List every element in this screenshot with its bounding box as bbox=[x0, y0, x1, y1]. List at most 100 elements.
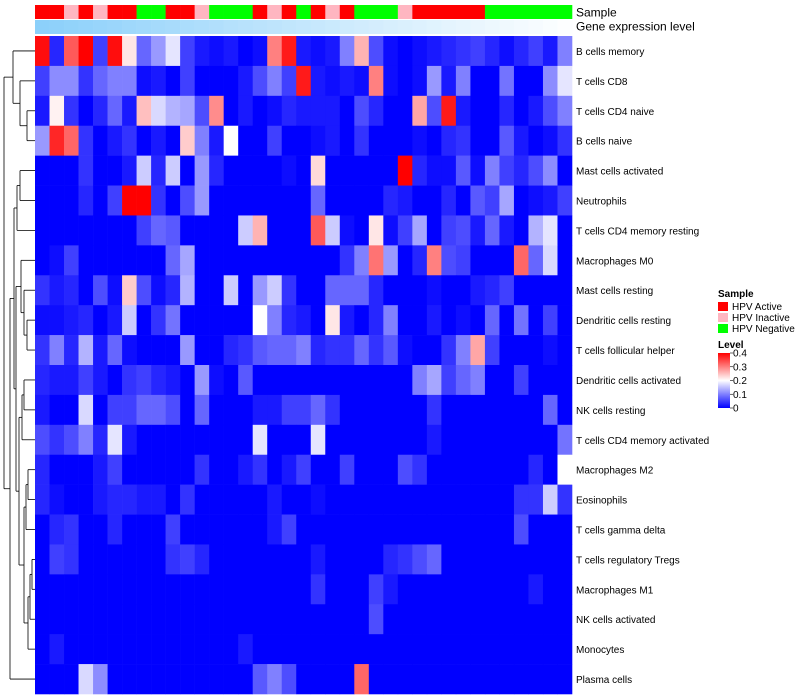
expression-level-cell bbox=[78, 20, 94, 34]
heatmap-cell bbox=[49, 125, 65, 156]
heatmap-cell bbox=[412, 664, 428, 695]
heatmap-cell bbox=[194, 424, 210, 456]
sample-annotation-cell bbox=[470, 5, 486, 19]
heatmap-cell bbox=[383, 185, 399, 216]
heatmap-cell bbox=[557, 155, 573, 186]
heatmap-cell bbox=[252, 424, 268, 456]
heatmap-cell bbox=[107, 664, 123, 695]
heatmap-cell bbox=[281, 95, 297, 127]
heatmap-cell bbox=[557, 365, 573, 396]
heatmap-cell bbox=[165, 215, 181, 246]
heatmap-cell bbox=[310, 36, 326, 67]
heatmap-cell bbox=[209, 215, 224, 246]
heatmap-cell bbox=[557, 125, 573, 156]
heatmap-cell bbox=[296, 484, 312, 515]
heatmap-cell bbox=[267, 424, 283, 456]
heatmap-cell bbox=[267, 544, 283, 575]
row-label: B cells memory bbox=[576, 47, 644, 58]
heatmap-cell bbox=[455, 36, 471, 67]
heatmap-cell bbox=[78, 365, 94, 396]
heatmap-cell bbox=[484, 215, 500, 246]
heatmap-cell bbox=[426, 514, 442, 545]
heatmap-cell bbox=[238, 604, 254, 635]
heatmap-cell bbox=[455, 424, 471, 456]
heatmap-cell bbox=[122, 365, 137, 396]
heatmap-cell bbox=[310, 514, 326, 545]
heatmap-cell bbox=[238, 365, 254, 396]
sample-annotation-cell bbox=[78, 5, 94, 19]
heatmap-cell bbox=[267, 215, 283, 246]
heatmap-cell bbox=[267, 394, 283, 426]
heatmap-cell bbox=[180, 634, 195, 665]
heatmap-cell bbox=[412, 305, 428, 336]
heatmap-cell bbox=[499, 275, 515, 306]
heatmap-cell bbox=[136, 65, 152, 97]
heatmap-cell bbox=[78, 574, 94, 605]
heatmap-cell bbox=[484, 604, 500, 635]
heatmap-cell bbox=[194, 155, 210, 186]
heatmap-cell bbox=[513, 664, 529, 695]
heatmap-cell bbox=[209, 36, 224, 67]
row-label: Eosinophils bbox=[576, 496, 627, 507]
heatmap-cell bbox=[151, 335, 166, 366]
heatmap-cell bbox=[93, 275, 108, 306]
heatmap-cell bbox=[455, 305, 471, 336]
heatmap-cell bbox=[368, 65, 384, 97]
heatmap-cell bbox=[383, 155, 399, 186]
heatmap-cell bbox=[397, 155, 413, 186]
heatmap-cell bbox=[426, 95, 442, 127]
heatmap-cell bbox=[151, 424, 166, 456]
heatmap-cell bbox=[557, 185, 573, 216]
heatmap-cell bbox=[78, 275, 94, 306]
heatmap-cell bbox=[339, 365, 355, 396]
heatmap-cell bbox=[252, 275, 268, 306]
expression-level-cell bbox=[35, 20, 50, 34]
heatmap-cell bbox=[412, 275, 428, 306]
heatmap-cell bbox=[136, 424, 152, 456]
heatmap-cell bbox=[542, 544, 558, 575]
row-label: Plasma cells bbox=[576, 675, 632, 686]
heatmap-cell bbox=[238, 484, 254, 515]
heatmap-cell bbox=[64, 484, 79, 515]
sample-annotation-cell bbox=[93, 5, 108, 19]
heatmap-cell bbox=[441, 65, 457, 97]
heatmap-cell bbox=[499, 245, 515, 276]
heatmap-cell bbox=[383, 245, 399, 276]
heatmap-cell bbox=[412, 185, 428, 216]
heatmap-cell bbox=[426, 484, 442, 515]
heatmap-cell bbox=[310, 335, 326, 366]
heatmap-cell bbox=[93, 65, 108, 97]
heatmap-cell bbox=[122, 275, 137, 306]
heatmap-cell bbox=[223, 484, 239, 515]
heatmap-cell bbox=[325, 544, 341, 575]
row-label: NK cells activated bbox=[576, 615, 655, 626]
heatmap-cell bbox=[513, 65, 529, 97]
heatmap-cell bbox=[194, 544, 210, 575]
heatmap-cell bbox=[194, 484, 210, 515]
heatmap-cell bbox=[426, 65, 442, 97]
heatmap-cell bbox=[180, 544, 195, 575]
heatmap-cell bbox=[310, 305, 326, 336]
heatmap-cell bbox=[49, 664, 65, 695]
heatmap-cell bbox=[354, 424, 370, 456]
heatmap-cell bbox=[64, 335, 79, 366]
heatmap-cell bbox=[78, 544, 94, 575]
heatmap-cell bbox=[238, 544, 254, 575]
expression-level-cell bbox=[64, 20, 79, 34]
heatmap-cell bbox=[542, 604, 558, 635]
heatmap-cell bbox=[339, 424, 355, 456]
heatmap-cell bbox=[397, 185, 413, 216]
heatmap-cell bbox=[180, 125, 195, 156]
heatmap-cell bbox=[557, 394, 573, 426]
heatmap-cell bbox=[136, 305, 152, 336]
heatmap-cell bbox=[325, 484, 341, 515]
sample-annotation-cell bbox=[136, 5, 152, 19]
heatmap-cell bbox=[267, 604, 283, 635]
heatmap-cell bbox=[267, 574, 283, 605]
heatmap-cell bbox=[441, 604, 457, 635]
heatmap-cell bbox=[122, 335, 137, 366]
heatmap-cell bbox=[397, 664, 413, 695]
heatmap-cell bbox=[180, 365, 195, 396]
heatmap-cell bbox=[484, 155, 500, 186]
